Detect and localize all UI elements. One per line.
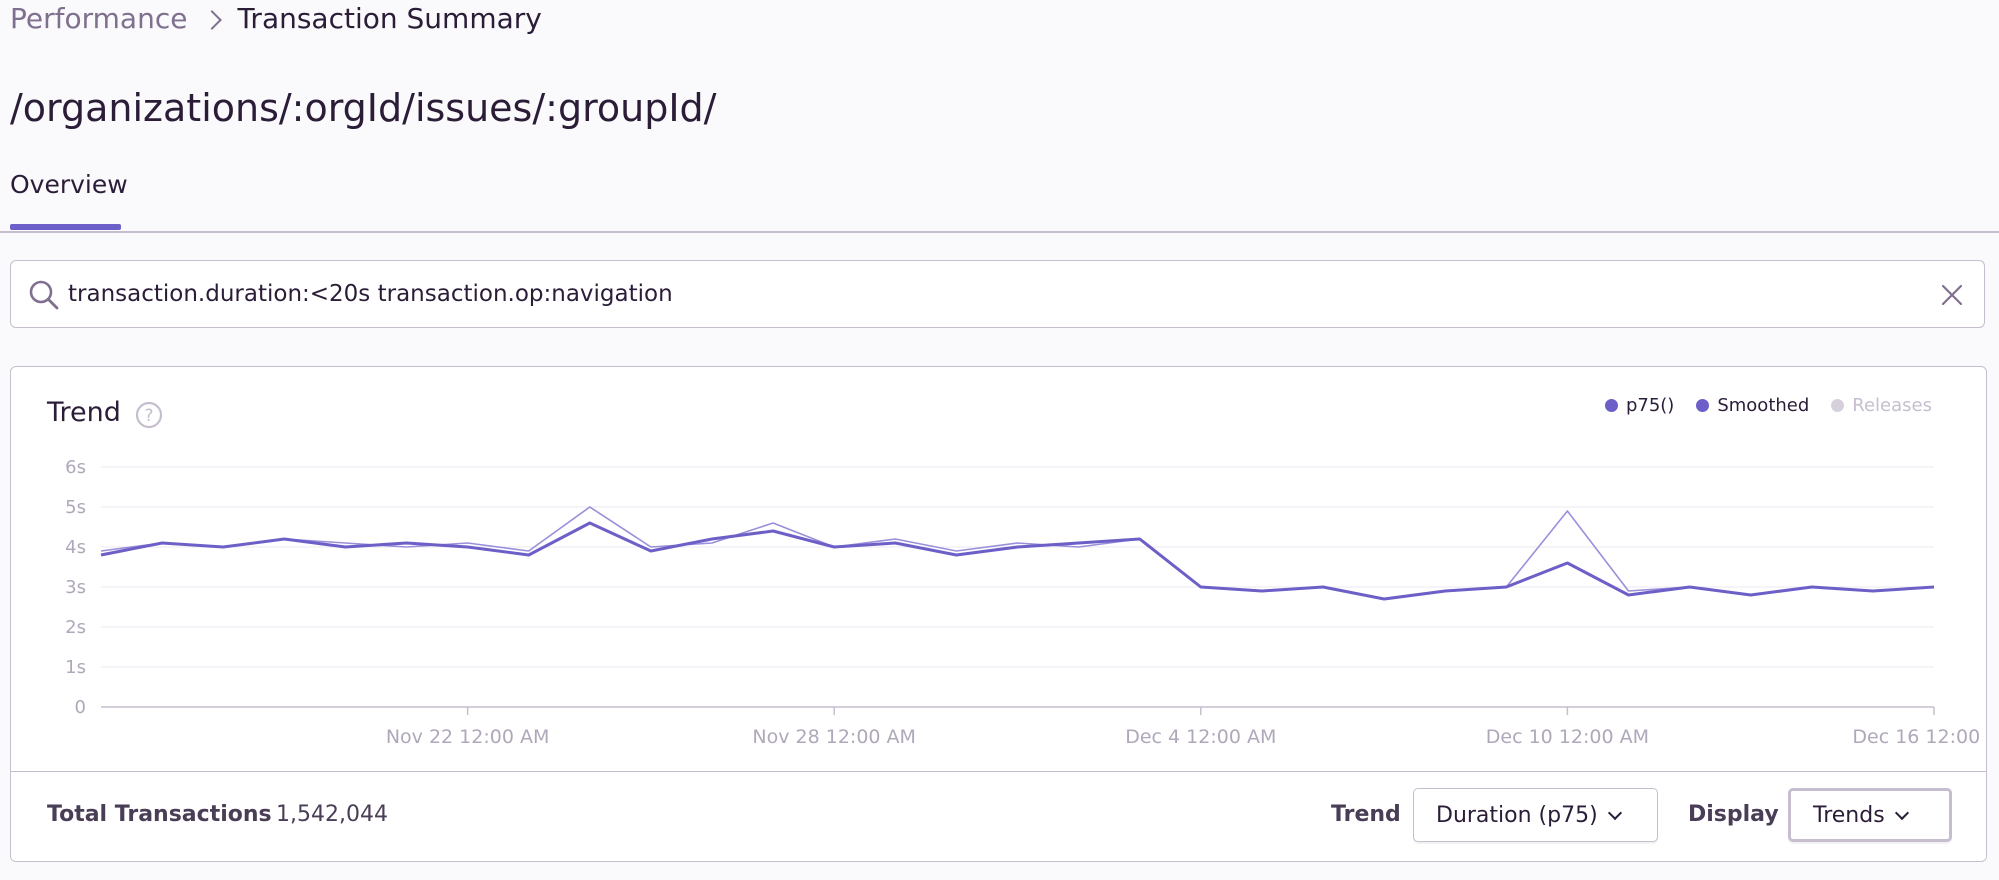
x-tick-label: Dec 16 12:00 AM: [1852, 726, 1985, 748]
display-dropdown-value: Trends: [1813, 802, 1885, 828]
x-tick-label: Nov 28 12:00 AM: [752, 726, 916, 748]
legend-item-smoothed[interactable]: Smoothed: [1696, 395, 1809, 416]
legend-dot-icon: [1604, 399, 1618, 412]
chevron-right-icon: [202, 9, 223, 30]
close-icon[interactable]: [1938, 281, 1966, 309]
legend-item-p75[interactable]: p75(): [1604, 395, 1675, 416]
chevron-down-icon: [1607, 805, 1622, 820]
svg-text:?: ?: [144, 406, 153, 426]
y-tick-label: 5s: [65, 497, 86, 518]
x-tick-label: Nov 22 12:00 AM: [386, 726, 550, 748]
y-tick-label: 3s: [65, 577, 86, 598]
tab-active-indicator: [10, 224, 121, 230]
series-line-p75: [100, 506, 1935, 600]
total-transactions-label: Total Transactions: [47, 802, 272, 827]
legend-dot-icon: [1831, 399, 1845, 412]
chevron-down-icon: [1894, 805, 1909, 820]
panel-footer: Total Transactions 1,542,044 Trend Durat…: [11, 771, 1986, 861]
x-tick-label: Dec 4 12:00 AM: [1125, 726, 1276, 748]
x-tick-label: Dec 10 12:00 AM: [1486, 726, 1649, 748]
trend-dropdown[interactable]: Duration (p75): [1413, 788, 1658, 842]
legend-dot-icon: [1696, 399, 1710, 412]
total-transactions-value: 1,542,044: [276, 802, 388, 827]
tab-overview[interactable]: Overview: [10, 170, 128, 199]
search-input[interactable]: [68, 274, 1908, 314]
y-tick-label: 0: [75, 697, 86, 718]
chart-legend: p75() Smoothed Releases: [1604, 395, 1932, 416]
legend-label: Smoothed: [1717, 395, 1810, 416]
legend-label: p75(): [1625, 395, 1675, 416]
y-tick-label: 2s: [65, 617, 86, 638]
breadcrumb-performance-link[interactable]: Performance: [10, 2, 188, 35]
page-title: /organizations/:orgId/issues/:groupId/: [10, 86, 717, 130]
trend-panel: Trend ? p75() Smoothed Releases 0 1s 2s 3s 4…: [10, 366, 1987, 862]
y-tick-label: 6s: [65, 457, 86, 478]
series-line-smoothed: [100, 521, 1935, 601]
trend-dropdown-value: Duration (p75): [1436, 802, 1598, 828]
trend-selector-label: Trend: [1331, 802, 1401, 827]
y-tick-label: 1s: [65, 657, 86, 678]
breadcrumb: Performance Transaction Summary: [10, 2, 542, 35]
search-bar: [10, 260, 1985, 328]
legend-label: Releases: [1852, 395, 1932, 416]
panel-title: Trend: [47, 397, 121, 428]
display-dropdown[interactable]: Trends: [1788, 788, 1952, 842]
trend-chart: 0 1s 2s 3s 4s 5s 6s Nov 22 12:00 AM Nov 28 12:00…: [65, 457, 1985, 748]
question-icon[interactable]: ?: [135, 401, 163, 429]
search-icon: [29, 280, 59, 310]
display-selector-label: Display: [1688, 802, 1779, 827]
tab-bar: Overview: [0, 170, 1999, 233]
legend-item-releases[interactable]: Releases: [1831, 395, 1932, 416]
breadcrumb-current: Transaction Summary: [237, 2, 542, 35]
y-tick-label: 4s: [65, 537, 86, 558]
